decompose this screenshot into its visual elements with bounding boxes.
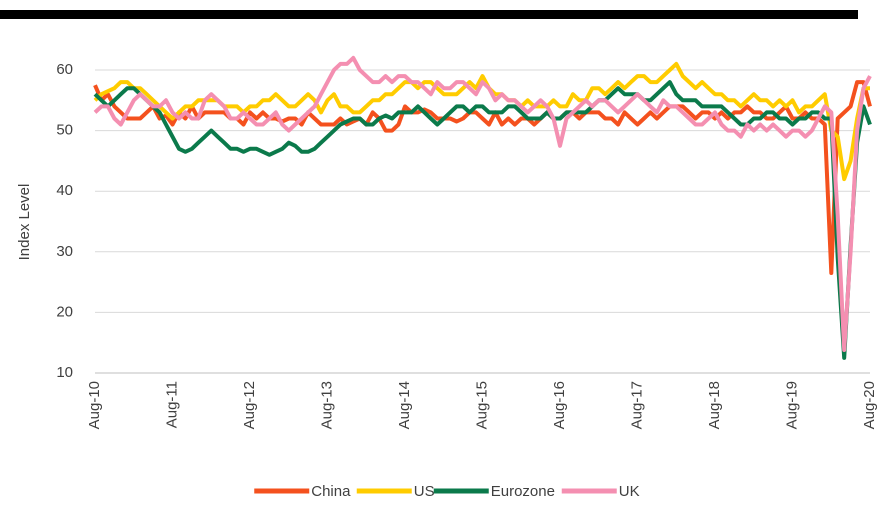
y-tick-label: 10 — [56, 364, 73, 381]
legend-label: Eurozone — [491, 483, 555, 500]
x-tick-label: Aug-18 — [706, 381, 723, 429]
legend-label: UK — [619, 483, 640, 500]
y-tick-label: 40 — [56, 182, 73, 199]
legend-label: China — [311, 483, 351, 500]
x-tick-label: Aug-16 — [551, 381, 568, 429]
y-axis-label: Index Level — [16, 184, 33, 261]
x-tick-label: Aug-17 — [628, 381, 645, 429]
legend-label: US — [414, 483, 435, 500]
x-tick-label: Aug-12 — [241, 381, 258, 429]
x-tick-label: Aug-10 — [86, 381, 103, 429]
header-bar — [0, 10, 858, 19]
y-tick-label: 30 — [56, 243, 73, 260]
series-line — [93, 80, 872, 360]
x-tick-label: Aug-19 — [783, 381, 800, 429]
x-tick-label: Aug-15 — [473, 381, 490, 429]
x-tick-label: Aug-13 — [318, 381, 335, 429]
series-line — [93, 80, 872, 275]
x-tick-label: Aug-14 — [396, 381, 413, 429]
y-tick-label: 20 — [56, 303, 73, 320]
x-tick-label: Aug-11 — [163, 381, 180, 428]
series-line — [93, 55, 872, 352]
y-tick-label: 60 — [56, 61, 73, 78]
y-tick-label: 50 — [56, 122, 73, 139]
x-tick-label: Aug-20 — [861, 381, 878, 429]
